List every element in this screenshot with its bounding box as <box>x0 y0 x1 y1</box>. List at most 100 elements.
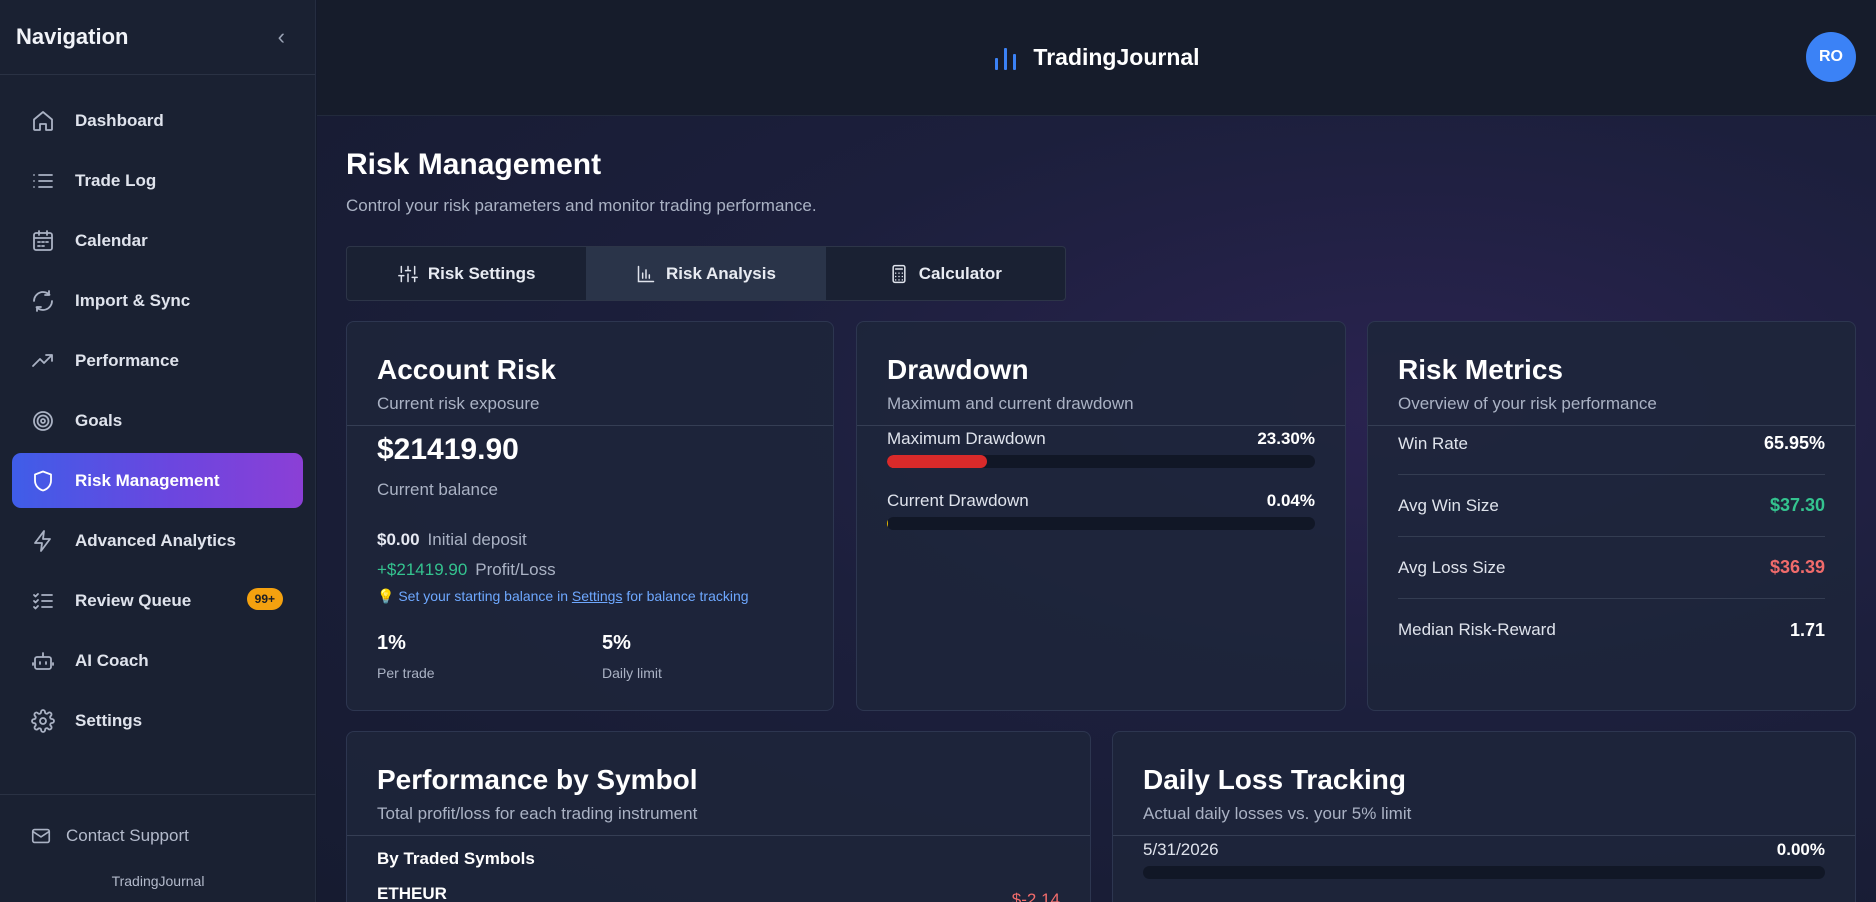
section-heading: By Traded Symbols <box>377 849 535 868</box>
current-drawdown-label: Current Drawdown <box>887 491 1029 510</box>
review-count-badge: 99+ <box>246 588 283 610</box>
card-subtitle: Maximum and current drawdown <box>887 394 1134 413</box>
symbol-pl-value: $-2.14 <box>1011 890 1060 902</box>
home-icon <box>30 108 56 134</box>
tab-risk-settings[interactable]: Risk Settings <box>347 247 586 300</box>
sidebar-item-label: Calendar <box>75 230 148 250</box>
shield-icon <box>30 468 56 494</box>
metric-label: Win Rate <box>1398 433 1468 453</box>
sidebar-item-ai-coach[interactable]: AI Coach <box>12 633 303 688</box>
tab-bar: Risk Settings Risk Analysis Calculator <box>346 246 1066 301</box>
daily-limit-value: 5% <box>602 632 631 654</box>
divider <box>347 425 833 426</box>
tip-text-suffix: for balance tracking <box>626 588 749 604</box>
profit-loss-row: +$21419.90 Profit/Loss <box>377 560 556 580</box>
metric-avg-win-size: Avg Win Size $37.30 <box>1398 475 1825 537</box>
sidebar-item-label: Dashboard <box>75 110 164 130</box>
brand-name: TradingJournal <box>1033 44 1200 70</box>
sidebar-item-settings[interactable]: Settings <box>12 693 303 748</box>
sidebar-item-risk-management[interactable]: Risk Management <box>12 453 303 508</box>
divider <box>347 835 1090 836</box>
card-title: Drawdown <box>887 354 1029 385</box>
per-trade-stat: 1% Per trade <box>377 632 435 681</box>
bar-chart-icon <box>637 265 655 282</box>
metric-value: 65.95% <box>1763 433 1825 453</box>
tip-text-prefix: Set your starting balance in <box>398 588 568 604</box>
metric-label: Avg Win Size <box>1398 495 1499 515</box>
sidebar-item-label: Settings <box>75 710 143 730</box>
divider <box>857 425 1345 426</box>
contact-support-link[interactable]: Contact Support <box>0 795 316 847</box>
sidebar-item-review-queue[interactable]: Review Queue 99+ <box>12 573 303 628</box>
sidebar-item-performance[interactable]: Performance <box>12 333 303 388</box>
calculator-icon <box>892 264 906 283</box>
profit-loss-label: Profit/Loss <box>475 560 556 579</box>
sidebar-header: Navigation ‹ <box>0 0 315 75</box>
initial-deposit-label: Initial deposit <box>427 530 527 549</box>
metric-label: Avg Loss Size <box>1398 557 1506 577</box>
avatar[interactable]: RO <box>1806 32 1856 82</box>
metric-win-rate: Win Rate 65.95% <box>1398 413 1825 475</box>
sidebar-item-label: Import & Sync <box>75 290 191 310</box>
profit-loss-value: +$21419.90 <box>377 560 468 579</box>
lightbulb-icon: 💡 <box>377 588 395 604</box>
daily-loss-tracking-card: Daily Loss Tracking Actual daily losses … <box>1112 731 1856 902</box>
card-title: Daily Loss Tracking <box>1143 764 1406 795</box>
card-subtitle: Actual daily losses vs. your 5% limit <box>1143 804 1412 823</box>
account-risk-card: Account Risk Current risk exposure $2141… <box>346 321 834 711</box>
daily-limit-label: Daily limit <box>602 665 662 681</box>
sidebar-item-trade-log[interactable]: Trade Log <box>12 153 303 208</box>
daily-limit-stat: 5% Daily limit <box>602 632 662 681</box>
tab-label: Risk Analysis <box>666 263 776 283</box>
symbol-name: ETHEUR <box>377 884 447 902</box>
max-drawdown-row: Maximum Drawdown 23.30% <box>887 429 1315 468</box>
card-title: Performance by Symbol <box>377 764 698 795</box>
settings-link[interactable]: Settings <box>571 588 623 604</box>
sidebar-item-label: Review Queue <box>75 590 192 610</box>
sidebar-item-goals[interactable]: Goals <box>12 393 303 448</box>
sidebar-item-calendar[interactable]: Calendar <box>12 213 303 268</box>
sidebar-item-label: Goals <box>75 410 123 430</box>
max-drawdown-bar-fill <box>887 455 987 468</box>
main-content: TradingJournal RO Risk Management Contro… <box>317 0 1876 902</box>
brand[interactable]: TradingJournal <box>993 44 1200 72</box>
card-subtitle: Current risk exposure <box>377 394 540 413</box>
sidebar-nav: Dashboard Trade Log Calendar Import & Sy… <box>0 75 315 748</box>
page-title: Risk Management <box>346 148 602 181</box>
chevron-left-icon[interactable]: ‹ <box>277 24 285 49</box>
current-drawdown-value: 0.04% <box>1266 491 1315 510</box>
sidebar-item-import-sync[interactable]: Import & Sync <box>12 273 303 328</box>
card-subtitle: Total profit/loss for each trading instr… <box>377 804 698 823</box>
current-balance-value: $21419.90 <box>377 433 519 466</box>
sidebar-item-label: AI Coach <box>75 650 149 670</box>
bot-icon <box>30 648 56 674</box>
performance-by-symbol-card: Performance by Symbol Total profit/loss … <box>346 731 1091 902</box>
page-subtitle: Control your risk parameters and monitor… <box>346 196 817 215</box>
card-title: Risk Metrics <box>1398 354 1563 385</box>
tab-label: Calculator <box>918 263 1002 283</box>
trend-up-icon <box>30 348 56 374</box>
metric-value: $37.30 <box>1769 495 1825 515</box>
sidebar-item-dashboard[interactable]: Dashboard <box>12 93 303 148</box>
sidebar-footer: Contact Support TradingJournal <box>0 794 316 902</box>
list-icon <box>30 168 56 194</box>
initial-deposit-value: $0.00 <box>377 530 420 549</box>
sidebar-title: Navigation <box>16 24 129 49</box>
per-trade-value: 1% <box>377 632 406 654</box>
bar-chart-logo-icon <box>995 47 1017 70</box>
metric-median-risk-reward: Median Risk-Reward 1.71 <box>1398 599 1825 661</box>
tab-risk-analysis[interactable]: Risk Analysis <box>586 247 826 300</box>
contact-support-label: Contact Support <box>66 826 189 845</box>
current-drawdown-row: Current Drawdown 0.04% <box>887 491 1315 530</box>
max-drawdown-value: 23.30% <box>1257 429 1315 448</box>
sidebar-item-advanced-analytics[interactable]: Advanced Analytics <box>12 513 303 568</box>
metric-value: 1.71 <box>1789 619 1825 640</box>
tab-calculator[interactable]: Calculator <box>826 247 1065 300</box>
current-drawdown-bar <box>887 517 1315 530</box>
daily-loss-value: 0.00% <box>1776 840 1825 859</box>
risk-metrics-card: Risk Metrics Overview of your risk perfo… <box>1367 321 1856 711</box>
metric-avg-loss-size: Avg Loss Size $36.39 <box>1398 537 1825 599</box>
daily-loss-row: 5/31/2026 0.00% <box>1143 840 1825 879</box>
refresh-icon <box>30 288 56 314</box>
divider <box>1113 835 1855 836</box>
